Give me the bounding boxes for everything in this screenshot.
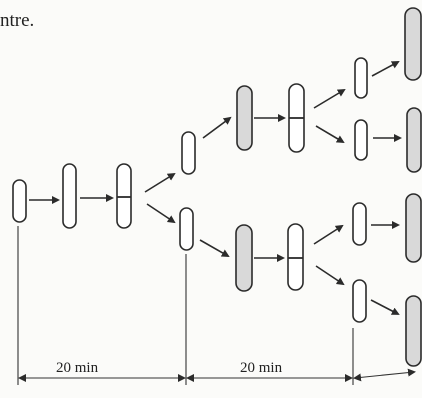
cell-dividing xyxy=(116,163,132,229)
arrow-split-down-1 xyxy=(146,203,176,224)
interval-label-2: 20 min xyxy=(240,360,283,376)
caption-fragment: ntre. xyxy=(0,10,34,31)
cell-gen2-b xyxy=(354,119,368,161)
arrow-grow-d xyxy=(370,299,400,315)
cell-gen1-lower-dividing xyxy=(287,223,304,291)
cell-initial xyxy=(12,179,27,223)
cell-gen2-c xyxy=(352,202,367,246)
arrow-split-b xyxy=(315,125,345,144)
arrow-split-d xyxy=(315,265,345,286)
arrow-split-up-1 xyxy=(144,172,176,193)
arrow-grow-a xyxy=(371,61,400,77)
cell-gen1-lower xyxy=(179,207,194,251)
cell-gen1-upper xyxy=(181,131,196,175)
arrow-split-a xyxy=(313,88,346,109)
cell-gen3-a xyxy=(404,7,422,81)
cell-elongated xyxy=(62,163,77,229)
interval-label-1: 20 min xyxy=(56,360,99,376)
cell-gen2-d xyxy=(352,279,367,323)
cell-gen3-c xyxy=(405,193,422,263)
cell-gen3-d xyxy=(405,295,422,367)
arrow-grow-gen1-lower xyxy=(199,239,230,257)
arrow-split-c xyxy=(313,224,344,245)
cell-gen2-a xyxy=(354,57,368,99)
cell-gen1-upper-elongated xyxy=(236,85,253,151)
arrow-grow-gen1-upper xyxy=(202,116,232,139)
cell-gen1-lower-elongated xyxy=(235,224,253,292)
cell-gen3-b xyxy=(406,107,422,173)
interval-arrow-3 xyxy=(353,368,416,382)
